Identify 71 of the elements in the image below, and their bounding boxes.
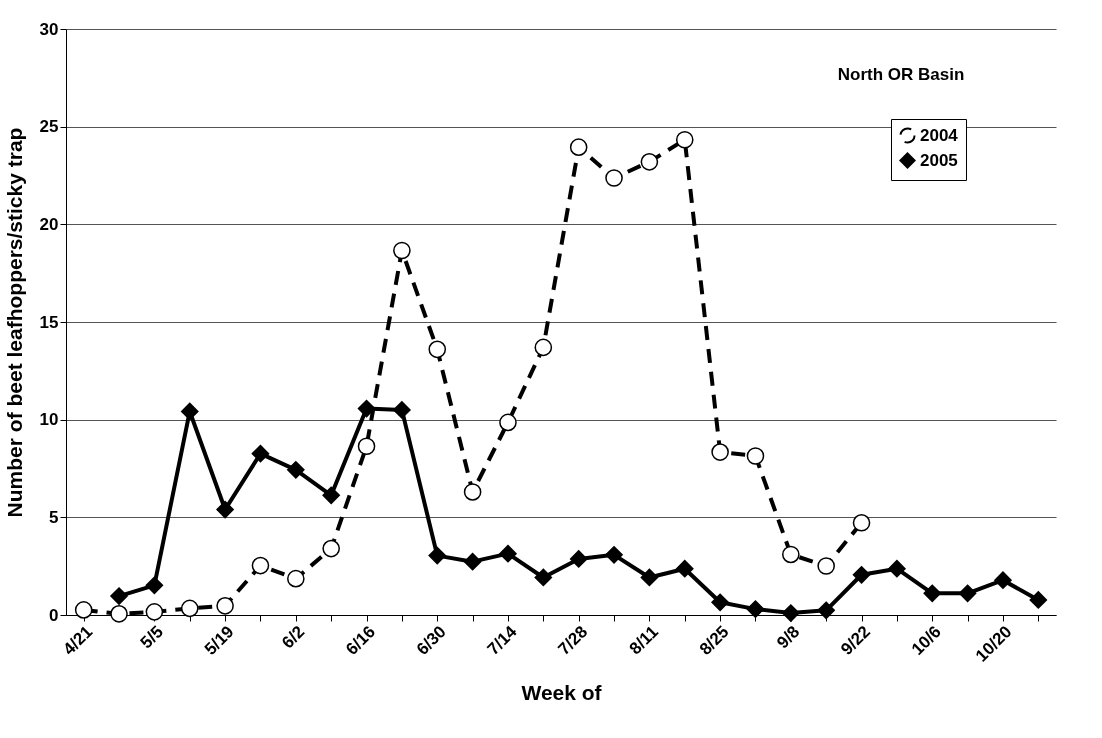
y-tick-label: 30 [39, 19, 59, 39]
y-tick-label: 0 [49, 605, 59, 625]
point [428, 546, 447, 565]
point [357, 399, 376, 418]
x-tick-label: 9/8 [773, 622, 804, 653]
point [287, 569, 305, 588]
point [782, 604, 800, 622]
y-tick-label: 25 [39, 117, 59, 137]
point [534, 338, 553, 357]
annotation: North OR Basin [837, 65, 965, 84]
y-tick-label: 10 [39, 410, 59, 430]
point [711, 593, 729, 612]
x-tick-label: 6/16 [342, 622, 380, 659]
point [357, 437, 376, 456]
point [145, 603, 164, 621]
point [110, 605, 128, 623]
x-tick-label: 4/21 [59, 622, 97, 659]
point [817, 557, 835, 575]
point [994, 571, 1012, 590]
point [640, 153, 659, 171]
point [145, 576, 164, 595]
x-tick-label: 7/28 [554, 622, 592, 659]
point [534, 568, 553, 587]
point [287, 461, 305, 479]
x-tick-label: 7/14 [483, 621, 521, 659]
point [216, 500, 234, 519]
point [180, 402, 199, 421]
x-tick-label: 6/2 [278, 622, 309, 653]
point [216, 597, 234, 615]
point [817, 601, 835, 620]
point [499, 544, 517, 563]
point [251, 556, 270, 575]
y-tick-label: 15 [39, 312, 59, 332]
point [640, 568, 659, 587]
point [569, 550, 588, 568]
point [675, 130, 694, 149]
y-tick-label: 5 [49, 507, 59, 527]
point [782, 545, 800, 564]
point [746, 600, 765, 618]
x-axis-title: Week of [521, 680, 603, 704]
y-axis-title: Number of beet leafhoppers/sticky trap [2, 127, 26, 518]
x-tick-label: 6/30 [412, 622, 450, 659]
point [322, 486, 340, 505]
point [110, 587, 128, 605]
point [463, 552, 482, 571]
legend-label: 2005 [920, 150, 958, 170]
point [923, 584, 942, 603]
point [499, 413, 517, 432]
point [746, 447, 765, 465]
point [711, 443, 729, 461]
point [888, 559, 906, 578]
point [322, 539, 340, 558]
point [74, 601, 93, 619]
point [675, 559, 694, 578]
point [852, 514, 871, 532]
point [605, 546, 623, 564]
point [463, 483, 482, 501]
point [852, 565, 871, 584]
point [569, 138, 588, 156]
point [958, 584, 977, 603]
y-tick-label: 20 [39, 214, 59, 234]
x-tick-label: 8/11 [625, 622, 662, 659]
legend-label: 2004 [920, 125, 959, 145]
point [605, 169, 623, 187]
point [393, 241, 411, 260]
point [251, 444, 270, 463]
point [393, 401, 411, 419]
point [428, 340, 447, 359]
x-tick-label: 5/5 [136, 622, 167, 653]
point [180, 599, 199, 618]
point [1029, 591, 1048, 609]
